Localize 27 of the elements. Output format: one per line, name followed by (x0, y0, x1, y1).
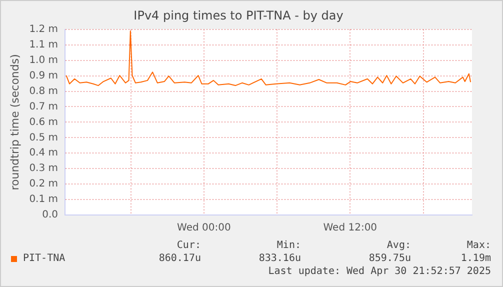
y-axis-title: roundtrip time (seconds) (8, 54, 22, 190)
y-tick-label: 0.4 m (29, 148, 58, 159)
x-tick-label: Wed 12:00 (323, 222, 378, 234)
y-tick-label: 0.8 m (29, 86, 58, 97)
text: Cur: (176, 239, 201, 252)
text: 859.75u (368, 252, 411, 265)
y-tick-label: 1.2 m (29, 24, 58, 35)
text: Avg: (386, 239, 411, 252)
y-tick-label: 1.0 m (29, 54, 58, 66)
text: 1.19m (460, 252, 491, 265)
y-tick-label: 0.3 m (29, 163, 58, 174)
y-tick-label: 0.5 m (29, 132, 58, 144)
y-tick-label: 1.1 m (29, 39, 58, 50)
legend-label: PIT-TNA (23, 252, 66, 265)
text: 860.17u (158, 252, 201, 265)
y-tick-label: 0.6 m (29, 116, 58, 128)
y-tick-label: 0.7 m (29, 101, 58, 112)
chart-title: IPv4 ping times to PIT-TNA - by day (134, 8, 344, 22)
text: Max: (466, 239, 491, 252)
y-tick-label: 0.1 m (29, 194, 58, 206)
text: Last update: Wed Apr 30 21:52:57 2025 (267, 265, 491, 278)
y-tick-label: 0.0 (42, 210, 58, 221)
x-tick-label: Wed 00:00 (177, 222, 231, 234)
y-tick-label: 0.9 m (29, 70, 58, 82)
text: Min: (276, 239, 301, 252)
y-tick-label: 0.2 m (29, 178, 58, 190)
text: 833.16u (258, 252, 301, 265)
